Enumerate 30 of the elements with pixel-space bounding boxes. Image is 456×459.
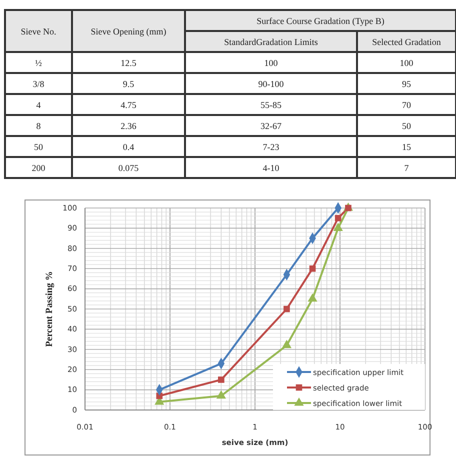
text: 4.75 xyxy=(120,100,137,110)
text: 32-67 xyxy=(260,121,282,131)
text: 70 xyxy=(402,100,412,110)
text: 95 xyxy=(402,79,412,89)
text: 15 xyxy=(402,142,412,152)
text: 7-23 xyxy=(262,142,280,152)
text: 50 xyxy=(402,121,412,131)
y-axis-title: Percent Passing % xyxy=(45,271,55,347)
text: 7 xyxy=(404,163,410,173)
text: 0.4 xyxy=(122,142,135,152)
text: Sieve Opening (mm) xyxy=(90,26,166,36)
text: 8 xyxy=(36,121,42,131)
text: 12.5 xyxy=(120,58,137,68)
text: 4 xyxy=(36,100,42,110)
text: Sieve No. xyxy=(20,26,56,36)
text: 3/8 xyxy=(32,79,45,89)
text: 55-85 xyxy=(260,100,282,110)
text: StandardGradation Limits xyxy=(224,37,318,47)
text: ½ xyxy=(35,58,42,68)
text: Surface Course Gradation (Type B) xyxy=(256,16,384,26)
text: 9.5 xyxy=(122,79,135,89)
text: 100 xyxy=(264,58,278,68)
text: 50 xyxy=(34,142,44,152)
text: Selected Gradation xyxy=(372,37,442,47)
text: 0.075 xyxy=(118,163,140,173)
text: 100 xyxy=(400,58,414,68)
text: 200 xyxy=(32,163,46,173)
text: 2.36 xyxy=(120,121,137,131)
text: 90-100 xyxy=(258,79,284,89)
text: 4-10 xyxy=(262,163,280,173)
